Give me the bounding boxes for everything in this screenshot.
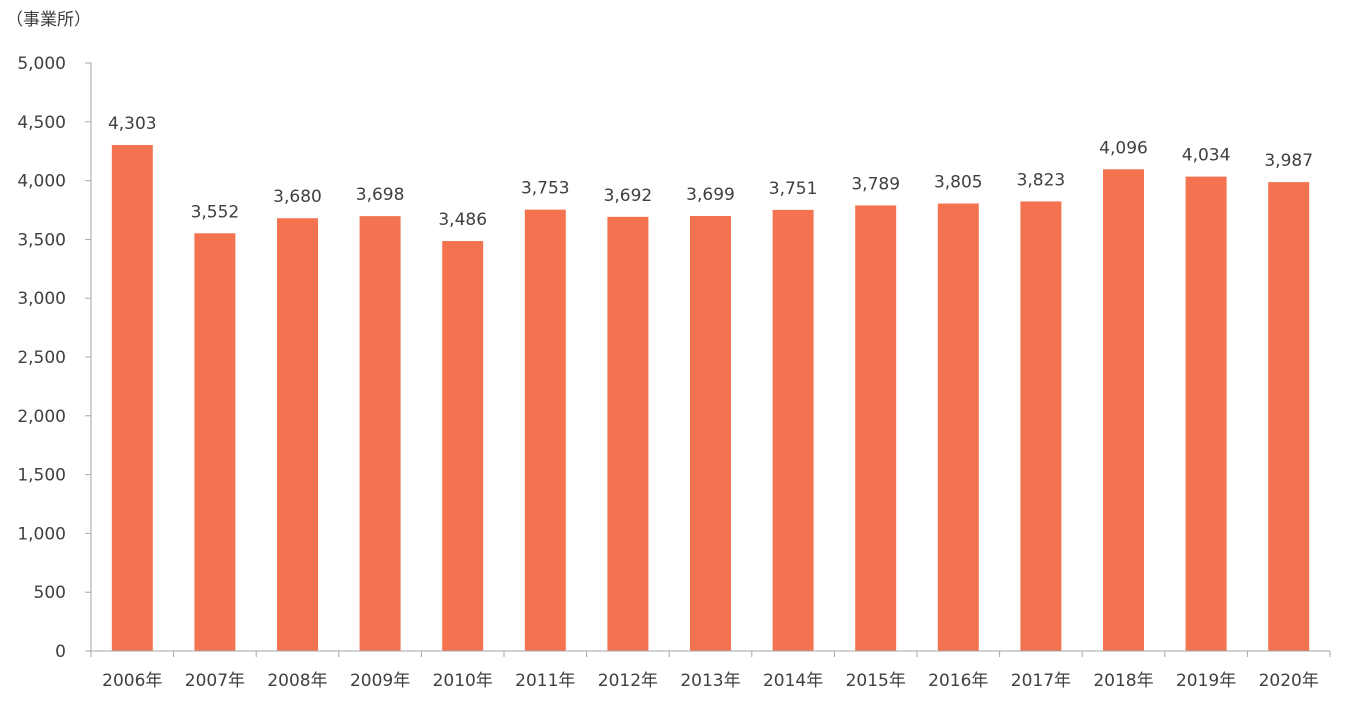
bar-value-label: 3,552 <box>191 202 240 222</box>
bar <box>1185 176 1227 651</box>
bar-value-label: 3,692 <box>604 186 653 206</box>
bar <box>607 216 649 651</box>
x-tick-label: 2014年 <box>763 671 823 691</box>
x-axis: 2006年 2007年 2008年 2009年 2010年 2011年 2012年 2013年… <box>90 650 1331 691</box>
x-tick-label: 2008年 <box>267 671 327 691</box>
bar-value-label: 3,789 <box>851 174 900 194</box>
bar <box>1103 169 1144 651</box>
x-tick-label: 2015年 <box>846 671 906 691</box>
bar <box>855 205 897 651</box>
y-tick-label: 3,000 <box>17 289 66 309</box>
y-tick-label: 500 <box>34 583 66 603</box>
bar-value-label: 3,486 <box>438 210 487 230</box>
x-tick-label: 2009年 <box>350 671 410 691</box>
y-tick-label: 2,500 <box>17 348 66 368</box>
x-tick-label: 2018年 <box>1093 671 1153 691</box>
y-tick-label: 0 <box>55 642 66 662</box>
bar <box>524 209 566 651</box>
x-tick-label: 2017年 <box>1011 671 1071 691</box>
y-tick-label: 4,500 <box>17 113 66 133</box>
x-tick-label: 2006年 <box>102 671 162 691</box>
bar <box>359 216 401 651</box>
bar-value-label: 3,823 <box>1017 170 1066 190</box>
y-tick-label: 4,000 <box>17 172 66 192</box>
bar <box>1268 182 1310 652</box>
bars-group <box>111 144 1310 652</box>
y-tick-label: 2,000 <box>17 407 66 427</box>
bar-value-label: 3,698 <box>356 185 405 205</box>
bar-value-label: 3,751 <box>769 179 818 199</box>
bar <box>277 218 318 651</box>
bar-value-label: 3,699 <box>686 185 735 205</box>
bar-value-label: 3,680 <box>273 187 322 207</box>
y-tick-label: 1,500 <box>17 466 66 486</box>
x-tick-label: 2020年 <box>1259 671 1319 691</box>
bar <box>442 241 484 652</box>
data-labels-group: 4,303 3,552 3,680 3,698 3,486 3,753 3,692 3,699… <box>108 114 1313 230</box>
y-axis-unit-label: （事業所） <box>6 10 91 30</box>
x-tick-label: 2011年 <box>515 671 575 691</box>
bar <box>194 233 236 652</box>
y-axis: 0 500 1,000 1,500 2,000 2,500 3,000 3,500 4,000 4… <box>17 54 92 662</box>
bar-value-label: 3,987 <box>1264 151 1313 171</box>
bar <box>1020 201 1062 651</box>
bar-value-label: 4,034 <box>1182 146 1231 166</box>
x-tick-label: 2013年 <box>680 671 740 691</box>
x-tick-label: 2019年 <box>1176 671 1236 691</box>
bar-value-label: 4,096 <box>1099 138 1148 158</box>
bar <box>111 144 153 651</box>
x-tick-label: 2007年 <box>185 671 245 691</box>
bar <box>937 203 979 652</box>
x-tick-label: 2012年 <box>598 671 658 691</box>
y-tick-label: 1,000 <box>17 524 66 544</box>
bar-value-label: 3,805 <box>934 173 983 193</box>
bar-value-label: 3,753 <box>521 179 570 199</box>
y-tick-label: 3,500 <box>17 230 66 250</box>
bar <box>690 215 731 651</box>
x-tick-label: 2016年 <box>928 671 988 691</box>
y-tick-label: 5,000 <box>17 54 66 74</box>
bar-value-label: 4,303 <box>108 114 157 134</box>
x-tick-label: 2010年 <box>433 671 493 691</box>
bar <box>772 209 814 652</box>
